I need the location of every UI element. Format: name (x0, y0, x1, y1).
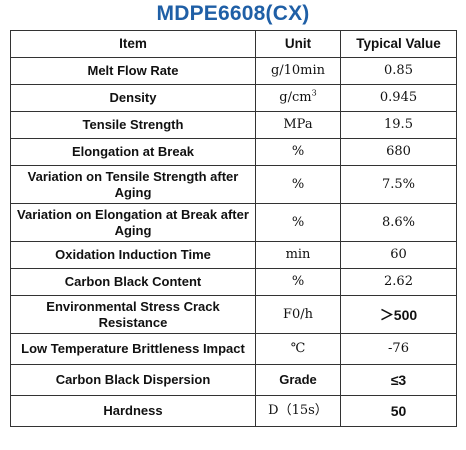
row-unit-superscript: 3 (311, 88, 317, 98)
table-row: Density g/cm3 0.945 (10, 84, 457, 112)
row-unit: MPa (255, 111, 341, 139)
row-unit: ℃ (255, 333, 341, 365)
table-row: Carbon Black Dispersion Grade ≤3 (10, 364, 457, 396)
header-typical-value: Typical Value (340, 30, 457, 58)
row-value: ≤3 (340, 364, 457, 396)
row-item: Low Temperature Brittleness Impact (10, 333, 256, 365)
row-item: Environmental Stress Crack Resistance (10, 295, 256, 334)
table-header-row: Item Unit Typical Value (10, 30, 457, 58)
row-item: Oxidation Induction Time (10, 241, 256, 269)
page-title: MDPE6608(CX) (156, 2, 310, 25)
row-value: 0.85 (340, 57, 457, 85)
row-item: Density (10, 84, 256, 112)
row-unit: F0/h (255, 295, 341, 334)
row-unit: min (255, 241, 341, 269)
row-unit-base: g/cm (279, 90, 312, 105)
row-unit: g/10min (255, 57, 341, 85)
row-value: 7.5% (340, 165, 457, 204)
row-item: Carbon Black Dispersion (10, 364, 256, 396)
row-value: ＞500 (340, 295, 457, 334)
header-unit: Unit (255, 30, 341, 58)
row-value: 680 (340, 138, 457, 166)
row-value: 0.945 (340, 84, 457, 112)
table-row: Oxidation Induction Time min 60 (10, 241, 457, 269)
row-item: Elongation at Break (10, 138, 256, 166)
row-item: Hardness (10, 395, 256, 427)
row-unit: % (255, 165, 341, 204)
row-item: Carbon Black Content (10, 268, 256, 296)
row-item: Melt Flow Rate (10, 57, 256, 85)
row-value: 60 (340, 241, 457, 269)
row-value: 19.5 (340, 111, 457, 139)
header-item: Item (10, 30, 256, 58)
row-item: Tensile Strength (10, 111, 256, 139)
row-unit: % (255, 203, 341, 242)
row-value: 8.6% (340, 203, 457, 242)
row-item: Variation on Elongation at Break after A… (10, 203, 256, 242)
table-row: Hardness D（15s） 50 (10, 395, 457, 427)
row-value: 2.62 (340, 268, 457, 296)
row-unit: Grade (255, 364, 341, 396)
table-row: Elongation at Break % 680 (10, 138, 457, 166)
row-value: 50 (340, 395, 457, 427)
row-item: Variation on Tensile Strength after Agin… (10, 165, 256, 204)
row-unit: % (255, 268, 341, 296)
spec-table: Item Unit Typical Value Melt Flow Rate g… (10, 30, 457, 427)
table-row: Environmental Stress Crack Resistance F0… (10, 295, 457, 334)
row-unit: % (255, 138, 341, 166)
table-row: Tensile Strength MPa 19.5 (10, 111, 457, 139)
row-unit: g/cm3 (255, 84, 341, 112)
table-row: Low Temperature Brittleness Impact ℃ -76 (10, 333, 457, 365)
row-unit: D（15s） (255, 395, 341, 427)
table-row: Variation on Tensile Strength after Agin… (10, 165, 457, 204)
table-row: Carbon Black Content % 2.62 (10, 268, 457, 296)
table-row: Variation on Elongation at Break after A… (10, 203, 457, 242)
table-row: Melt Flow Rate g/10min 0.85 (10, 57, 457, 85)
row-value: -76 (340, 333, 457, 365)
